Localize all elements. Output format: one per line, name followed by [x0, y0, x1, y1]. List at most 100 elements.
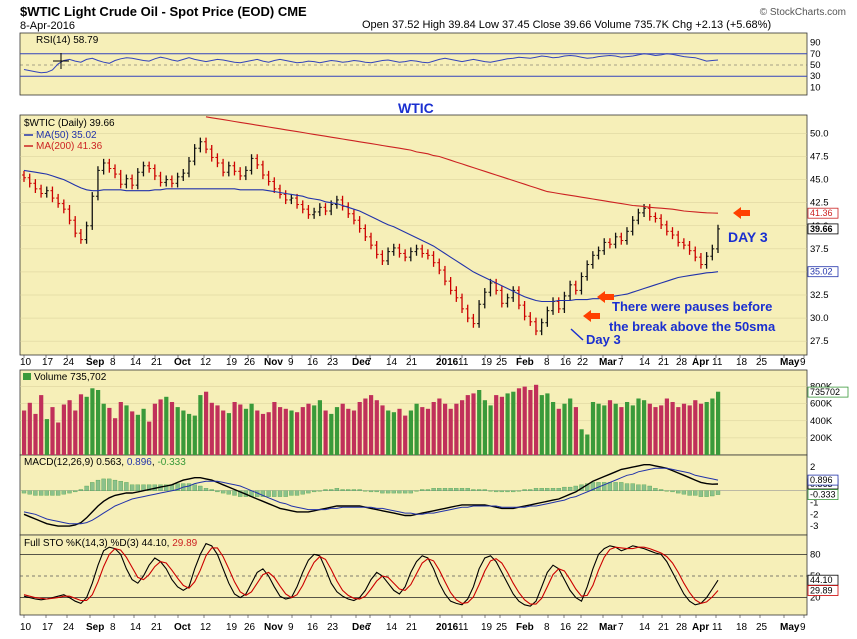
x-tick-label: 7: [618, 622, 624, 633]
volume-bar: [420, 407, 425, 455]
chart-credit: © StockCharts.com: [760, 7, 846, 18]
volume-tag-label: 735702: [810, 387, 840, 397]
x-tick-label: Apr: [692, 357, 709, 368]
macd-histogram-bar: [107, 478, 112, 491]
macd-histogram-bar: [482, 489, 487, 491]
x-tick-label: Feb: [516, 357, 534, 368]
macd-histogram-bar: [203, 488, 209, 491]
volume-bar: [562, 403, 567, 455]
x-tick-label: 2016: [436, 622, 459, 633]
x-tick-label: 14: [130, 622, 142, 633]
macd-histogram-bar: [266, 490, 271, 497]
volume-bar: [681, 403, 687, 455]
volume-bar: [636, 398, 641, 455]
macd-histogram-bar: [300, 490, 305, 495]
volume-bar: [198, 395, 203, 455]
volume-bar: [698, 403, 704, 455]
volume-bar: [272, 402, 277, 455]
macd-histogram-bar: [323, 489, 328, 491]
volume-bar: [187, 413, 192, 455]
macd-histogram-bar: [21, 490, 27, 494]
macd-histogram-bar: [687, 490, 692, 496]
macd-histogram-bar: [715, 490, 721, 495]
volume-title: Volume 735,702: [34, 372, 107, 383]
macd-histogram-bar: [283, 490, 288, 497]
volume-bar: [61, 404, 66, 455]
price-tag-box: [807, 207, 839, 219]
macd-histogram-bar: [73, 490, 78, 493]
x-tick-label: 11: [712, 357, 723, 368]
macd-histogram-bar: [647, 485, 652, 491]
sto-tag-label: 29.89: [810, 586, 833, 596]
price-y-tick: 27.5: [810, 336, 829, 347]
x-tick-label: 21: [406, 357, 418, 368]
x-tick-label: 14: [386, 357, 398, 368]
macd-histogram-bar: [505, 490, 510, 493]
volume-bar: [73, 410, 78, 455]
x-tick-label: 22: [577, 357, 589, 368]
x-tick-label: 18: [736, 622, 748, 633]
macd-tag-box: [807, 474, 839, 486]
volume-bar: [266, 412, 271, 455]
macd-histogram-bar: [539, 488, 544, 491]
macd-histogram-bar: [129, 484, 135, 491]
volume-bar: [238, 404, 243, 455]
volume-bar: [391, 412, 396, 455]
rsi-y-tick: 90: [810, 38, 821, 49]
volume-bar: [278, 407, 283, 455]
ma50-legend: MA(50) 35.02: [36, 130, 97, 141]
volume-bar: [630, 405, 635, 455]
macd-histogram-bar: [118, 481, 123, 491]
price-y-tick: 37.5: [810, 244, 829, 255]
macd-histogram-bar: [357, 489, 362, 491]
x-tick-label: 19: [226, 357, 238, 368]
volume-bar: [147, 421, 152, 455]
macd-histogram-bar: [533, 488, 539, 491]
volume-bar: [380, 405, 385, 455]
macd-histogram-bar: [420, 489, 425, 491]
price-tag-label: 41.36: [810, 208, 833, 218]
macd-histogram-bar: [670, 490, 675, 493]
volume-bar: [243, 408, 249, 455]
volume-bar: [551, 402, 556, 455]
x-tick-label: 9: [288, 622, 294, 633]
rsi-panel: [19, 32, 808, 96]
macd-line: [23, 464, 719, 527]
volume-bar: [414, 403, 419, 455]
ma200-legend: MA(200) 41.36: [36, 141, 103, 152]
price-tag-box: [807, 223, 839, 235]
x-tick-label: 25: [496, 622, 508, 633]
annotation-wtic: WTIC: [398, 100, 434, 116]
volume-bar: [505, 393, 510, 455]
macd-histogram-bar: [397, 490, 402, 494]
volume-bar: [33, 413, 38, 455]
x-tick-label: 25: [756, 622, 768, 633]
volume-bar: [659, 405, 664, 455]
x-tick-label: 21: [151, 357, 163, 368]
volume-bar: [340, 403, 345, 455]
x-tick-label: 9: [800, 357, 806, 368]
volume-bar: [249, 403, 254, 455]
macd-histogram-bar: [135, 484, 140, 491]
volume-bar: [283, 408, 288, 455]
sto-k-line: [23, 542, 719, 607]
x-tick-label: 8: [544, 357, 550, 368]
x-tick-label: 18: [736, 357, 748, 368]
volume-bar: [221, 410, 226, 455]
macd-histogram-bar: [459, 488, 465, 491]
x-tick-label: Oct: [174, 357, 191, 368]
macd-histogram-bar: [556, 488, 561, 491]
volume-bar: [295, 412, 300, 455]
x-tick-label: 9: [288, 357, 294, 368]
volume-bar: [22, 410, 27, 455]
x-tick-label: 8: [544, 622, 550, 633]
macd-histogram-bar: [363, 490, 368, 492]
macd-histogram-bar: [329, 489, 334, 491]
volume-bar: [613, 403, 618, 455]
volume-bar: [465, 395, 470, 455]
price-title: $WTIC (Daily) 39.66: [24, 118, 115, 129]
volume-bar: [113, 418, 118, 455]
volume-bar: [568, 398, 573, 455]
volume-bar: [448, 408, 453, 455]
